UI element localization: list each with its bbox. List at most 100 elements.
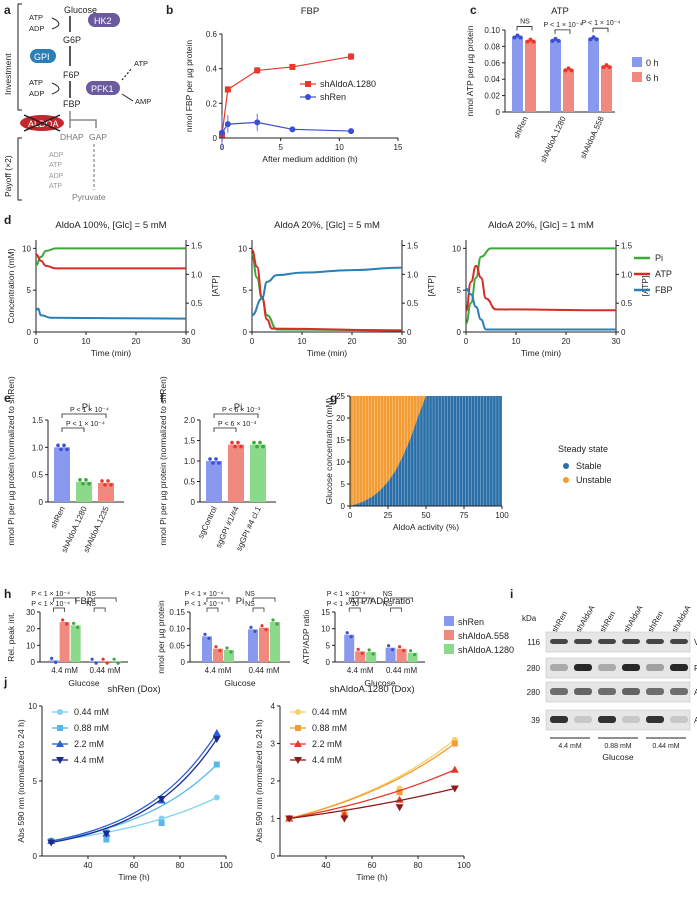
- chart-h2-dot: [203, 632, 207, 636]
- chart-e-title: Pi: [82, 402, 90, 413]
- chart-d1-xtick-label: 20: [132, 337, 141, 346]
- chart-j2-ytick-label: 2: [271, 777, 276, 786]
- chart-g-xtick-label: 25: [384, 511, 393, 520]
- chart-b-point: [289, 63, 296, 70]
- chart-f-category-label: sgControl: [196, 505, 219, 540]
- chart-c-ytick-label: 0.10: [484, 26, 500, 35]
- chart-d2-y2tick-label: 0: [407, 328, 412, 337]
- chart-g-ytick-label: 5: [341, 480, 346, 489]
- panel-label-d: d: [4, 213, 11, 227]
- chart-j2-fit-3: [289, 787, 455, 820]
- chart-f-dot: [208, 457, 212, 461]
- chart-j1-xtick-label: 40: [84, 861, 93, 870]
- chart-d2-title: AldoA 20%, [Glc] = 5 mM: [274, 220, 380, 231]
- chart-c-dot: [553, 36, 558, 41]
- chart-h3-ylabel: ATP/ADP ratio: [301, 609, 311, 664]
- panel-f: f Pi 0 0.5 1.0 1.5 2.0 nmol Pi per µg protein …: [158, 376, 276, 552]
- chart-c-dot: [566, 66, 571, 71]
- chart-j2-point: [450, 785, 459, 793]
- chart-c-bracket: [592, 27, 609, 33]
- chart-e-ytick-label: 0: [39, 498, 44, 507]
- chart-g-xtick-label: 75: [460, 511, 469, 520]
- chart-h2-dot: [249, 625, 253, 629]
- chart-j1-xlabel: Time (h): [118, 872, 149, 882]
- chart-d1-line-pi: [35, 247, 186, 267]
- chart-g-ylabel: Glucose concentration (mM): [324, 397, 334, 504]
- chart-c-dot: [601, 65, 606, 70]
- chart-h2-annotation: NS: [245, 601, 255, 608]
- chart-j2-point: [285, 815, 294, 823]
- chart-h2-category-label: 4.4 mM: [205, 666, 232, 675]
- chart-j2-xtick-label: 80: [414, 861, 423, 870]
- chart-e-bar: [76, 481, 92, 502]
- chart-b-ytick-label: 0.2: [206, 99, 218, 108]
- chart-h2-ylabel: nmol per µg protein: [156, 600, 166, 674]
- chart-j2-legend-label: 4.4 mM: [312, 755, 342, 765]
- chart-j2-point: [450, 765, 459, 773]
- chart-h1-dot: [90, 657, 94, 661]
- chart-f-bracket: [213, 413, 259, 418]
- chart-f-dot: [252, 440, 256, 445]
- chart-c-dot: [525, 39, 530, 44]
- chart-h1-bar: [111, 661, 122, 662]
- chart-h1-dot: [94, 661, 98, 665]
- blot-band: [646, 716, 664, 723]
- chart-b-point: [224, 121, 231, 128]
- glucose-label: Glucose: [64, 5, 97, 15]
- blot-band: [622, 716, 640, 723]
- chart-h1-category-label: 4.4 mM: [51, 666, 78, 675]
- blot-membrane: [545, 681, 691, 703]
- blot-protein-label: Acc: [694, 688, 697, 697]
- chart-c-dot: [531, 39, 536, 44]
- panel-c: c ATP 0 0.02 0.04 0.06 0.08 0.10 nmol ATP per µ…: [465, 3, 659, 164]
- chart-e-dot: [84, 477, 88, 482]
- chart-c-dot: [591, 35, 596, 40]
- f6p-label: F6P: [63, 70, 80, 80]
- chart-e-dot: [78, 477, 82, 482]
- chart-d3-y2tick-label: 0: [621, 328, 626, 337]
- arrow-fbp-split: [69, 111, 97, 128]
- chart-j2-fit-0: [289, 739, 456, 820]
- chart-f-dot: [214, 457, 218, 461]
- blot-band: [598, 688, 616, 695]
- chart-h3-xlabel: Glucose: [364, 678, 395, 688]
- chart-d2-xlabel: Time (min): [307, 348, 347, 358]
- chart-j2-legend-marker: [295, 709, 301, 715]
- chart-d1-y2tick-label: 1.0: [191, 270, 203, 279]
- chart-f-dot: [255, 444, 259, 449]
- chart-b-point: [219, 129, 225, 136]
- chart-j1-fit-1: [51, 764, 218, 842]
- chart-c-dot: [569, 68, 574, 73]
- chart-d2-xtick-label: 30: [398, 337, 407, 346]
- panel-label-j: j: [3, 675, 7, 689]
- blot-band: [622, 688, 640, 695]
- chart-b-xtick-label: 5: [278, 143, 283, 152]
- chart-f-dot: [258, 440, 262, 445]
- blot-lane-label: shRen: [646, 609, 665, 634]
- chart-b-legend-marker: [305, 94, 311, 100]
- chart-j2-point: [340, 815, 349, 823]
- chart-b-legend-label: shAldoA.1280: [320, 79, 376, 89]
- chart-b-xlabel: After medium addition (h): [262, 154, 358, 164]
- chart-g-xlabel: AldoA activity (%): [393, 522, 459, 532]
- chart-g-legend-label: Stable: [576, 461, 602, 471]
- chart-d2-y2tick-label: 1.5: [407, 242, 419, 251]
- chart-e-annotation: P < 1 × 10⁻⁴: [70, 407, 109, 414]
- chart-d3-xtick-label: 0: [464, 337, 469, 346]
- chart-h1-ytick-label: 0: [31, 658, 36, 667]
- chart-f-ytick-label: 1.5: [184, 437, 196, 446]
- chart-c-ytick-label: 0.08: [484, 42, 500, 51]
- blot-glucose-label: 4.4 mM: [558, 743, 582, 750]
- blot-band: [574, 664, 592, 671]
- chart-h1-bar: [89, 661, 100, 662]
- chart-b-ytick-label: 0.4: [206, 65, 218, 74]
- chart-h1-bar: [100, 661, 111, 662]
- chart-f-bracket: [213, 427, 237, 432]
- chart-j1-xtick-label: 80: [176, 861, 185, 870]
- chart-e-bracket: [61, 427, 85, 432]
- chart-c-legend-swatch: [632, 72, 642, 82]
- chart-h2-ytick-label: 0: [181, 658, 186, 667]
- chart-h1-annotation: NS: [86, 591, 96, 598]
- chart-j1-ylabel: Abs 590 nm (normalized to 24 h): [16, 719, 26, 842]
- chart-e-dot: [103, 483, 107, 487]
